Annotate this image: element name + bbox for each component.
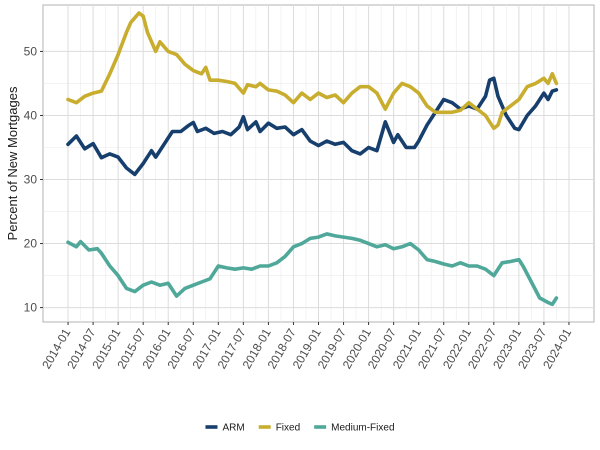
y-tick-label: 20 (24, 237, 38, 251)
series-line-arm (66, 76, 559, 177)
series-lines (66, 11, 559, 307)
y-tick-label: 10 (24, 301, 38, 315)
y-axis-title: Percent of New Mortgages (5, 86, 20, 240)
series-line-fixed (66, 11, 559, 131)
x-axis: 2014-012014-072015-012015-072016-012016-… (39, 322, 574, 371)
plot-area (42, 4, 595, 323)
legend-label-fixed: Fixed (276, 423, 300, 434)
y-tick-label: 50 (24, 44, 38, 58)
legend: ARM Fixed Medium-Fixed (205, 423, 395, 434)
series-line-medium-fixed (66, 232, 559, 307)
legend-label-medium-fixed: Medium-Fixed (331, 423, 394, 434)
y-tick-label: 40 (24, 108, 38, 122)
y-axis: 10 20 30 40 50 (24, 44, 43, 315)
y-tick-label: 30 (24, 173, 38, 187)
legend-label-arm: ARM (222, 423, 244, 434)
